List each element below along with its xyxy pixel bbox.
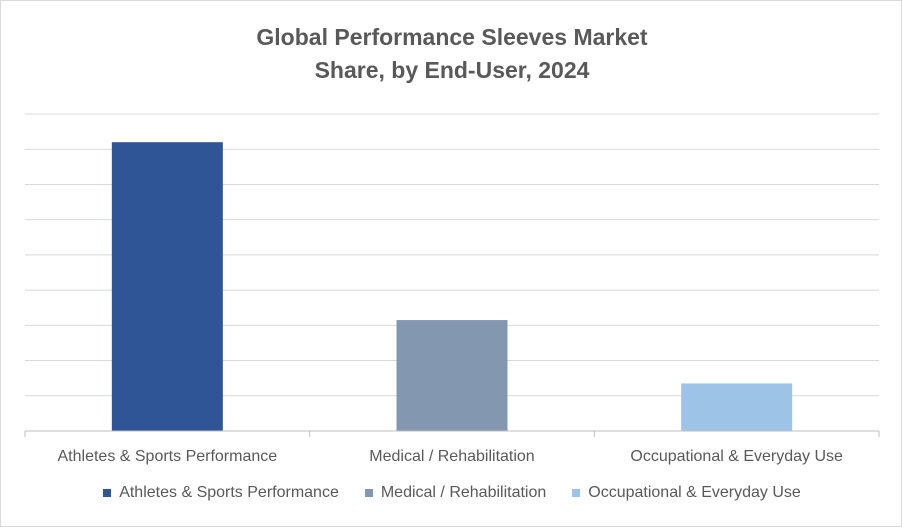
bar-1 xyxy=(111,142,223,431)
legend-swatch xyxy=(572,489,581,497)
legend-label: Athletes & Sports Performance xyxy=(119,484,339,501)
x-axis-ticks xyxy=(24,431,880,437)
legend-item-2: Medical / Rehabilitation xyxy=(364,484,547,502)
x-axis-label-3: Occupational & Everyday Use xyxy=(630,448,843,465)
legend-label: Medical / Rehabilitation xyxy=(380,484,547,501)
chart-legend: Athletes & Sports Performance Medical / R… xyxy=(1,484,902,502)
chart-title-line-1: Global Performance Sleeves Market xyxy=(256,24,648,50)
x-axis-labels: Athletes & Sports Performance Medical / R… xyxy=(58,448,844,465)
x-axis-label-2: Medical / Rehabilitation xyxy=(369,448,534,465)
legend-label: Occupational & Everyday Use xyxy=(588,484,801,501)
bars xyxy=(111,142,793,431)
x-axis-label-1: Athletes & Sports Performance xyxy=(58,448,278,465)
legend-swatch xyxy=(364,489,373,497)
bar-chart-plot: Athletes & Sports Performance Medical / R… xyxy=(24,113,880,465)
legend-item-1: Athletes & Sports Performance xyxy=(103,484,339,502)
legend-swatch xyxy=(103,489,112,497)
bar-3 xyxy=(681,383,793,431)
bar-2 xyxy=(396,320,508,431)
chart-title-line-2: Share, by End-User, 2024 xyxy=(314,57,590,83)
chart-title: Global Performance Sleeves Market Share,… xyxy=(1,21,902,87)
legend-item-3: Occupational & Everyday Use xyxy=(572,484,801,502)
